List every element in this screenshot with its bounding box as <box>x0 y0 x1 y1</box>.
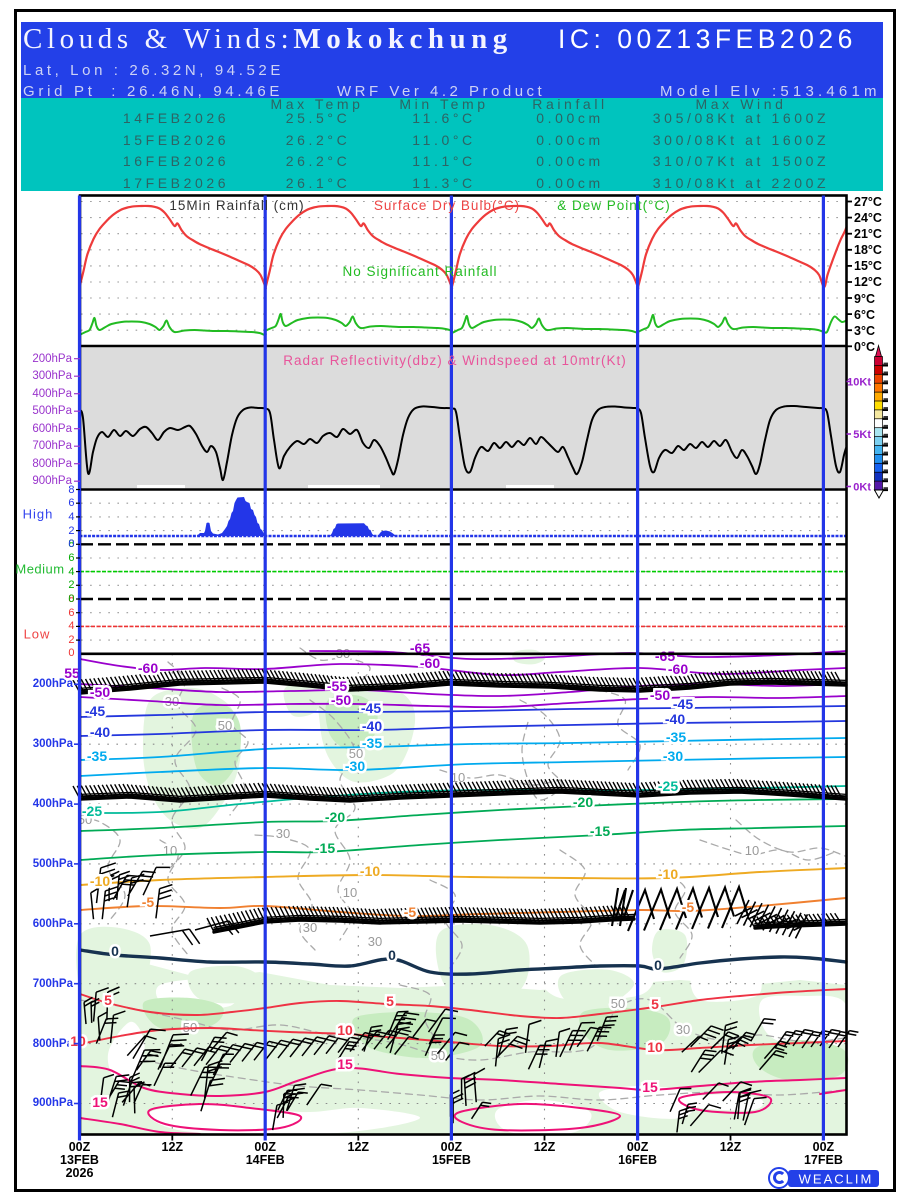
svg-text:15: 15 <box>92 1094 108 1110</box>
svg-text:0: 0 <box>388 947 396 963</box>
svg-text:0: 0 <box>654 957 662 973</box>
svg-text:-60: -60 <box>668 661 688 677</box>
svg-text:30: 30 <box>276 826 290 841</box>
svg-text:-15: -15 <box>315 840 335 856</box>
svg-text:-25: -25 <box>82 803 102 819</box>
svg-text:5Kt: 5Kt <box>853 429 871 441</box>
svg-text:-30: -30 <box>663 748 683 764</box>
svg-text:10: 10 <box>343 885 357 900</box>
svg-text:0Kt: 0Kt <box>853 482 871 494</box>
svg-text:-45: -45 <box>85 703 105 719</box>
svg-text:5: 5 <box>104 992 112 1008</box>
svg-text:-45: -45 <box>673 696 693 712</box>
svg-text:10: 10 <box>647 1039 663 1055</box>
svg-text:-20: -20 <box>573 794 593 810</box>
svg-text:30: 30 <box>303 920 317 935</box>
svg-text:-65: -65 <box>655 648 675 664</box>
svg-text:-10: -10 <box>90 873 110 889</box>
svg-text:10Kt: 10Kt <box>847 377 871 389</box>
svg-text:0: 0 <box>111 943 119 959</box>
svg-text:-20: -20 <box>325 809 345 825</box>
svg-text:50: 50 <box>431 1048 445 1063</box>
svg-text:-10: -10 <box>360 863 380 879</box>
svg-text:10: 10 <box>163 843 177 858</box>
svg-text:30: 30 <box>676 1022 690 1037</box>
svg-text:-55: -55 <box>327 678 347 694</box>
svg-text:-50: -50 <box>90 684 110 700</box>
svg-text:5: 5 <box>651 996 659 1012</box>
svg-text:-60: -60 <box>138 660 158 676</box>
svg-text:30: 30 <box>368 934 382 949</box>
svg-text:-5: -5 <box>682 899 695 915</box>
svg-text:-40: -40 <box>362 718 382 734</box>
svg-text:15: 15 <box>642 1079 658 1095</box>
svg-text:-35: -35 <box>666 729 686 745</box>
svg-text:-50: -50 <box>650 687 670 703</box>
svg-text:55: 55 <box>64 665 80 681</box>
svg-text:-5: -5 <box>142 894 155 910</box>
svg-text:10: 10 <box>337 1022 353 1038</box>
svg-text:30: 30 <box>165 694 179 709</box>
svg-text:10: 10 <box>745 843 759 858</box>
svg-text:-35: -35 <box>362 735 382 751</box>
svg-text:-35: -35 <box>87 748 107 764</box>
svg-text:-40: -40 <box>665 711 685 727</box>
svg-text:-45: -45 <box>361 700 381 716</box>
svg-text:-10: -10 <box>658 866 678 882</box>
svg-text:15: 15 <box>337 1056 353 1072</box>
svg-text:-50: -50 <box>331 692 351 708</box>
svg-text:5: 5 <box>386 993 394 1009</box>
svg-text:-40: -40 <box>90 724 110 740</box>
svg-text:-15: -15 <box>590 823 610 839</box>
svg-text:-5: -5 <box>404 904 417 920</box>
svg-text:50: 50 <box>349 746 363 761</box>
svg-text:10: 10 <box>451 770 465 785</box>
svg-text:-60: -60 <box>420 655 440 671</box>
svg-text:50: 50 <box>611 996 625 1011</box>
svg-text:-25: -25 <box>658 778 678 794</box>
svg-text:-30: -30 <box>345 758 365 774</box>
